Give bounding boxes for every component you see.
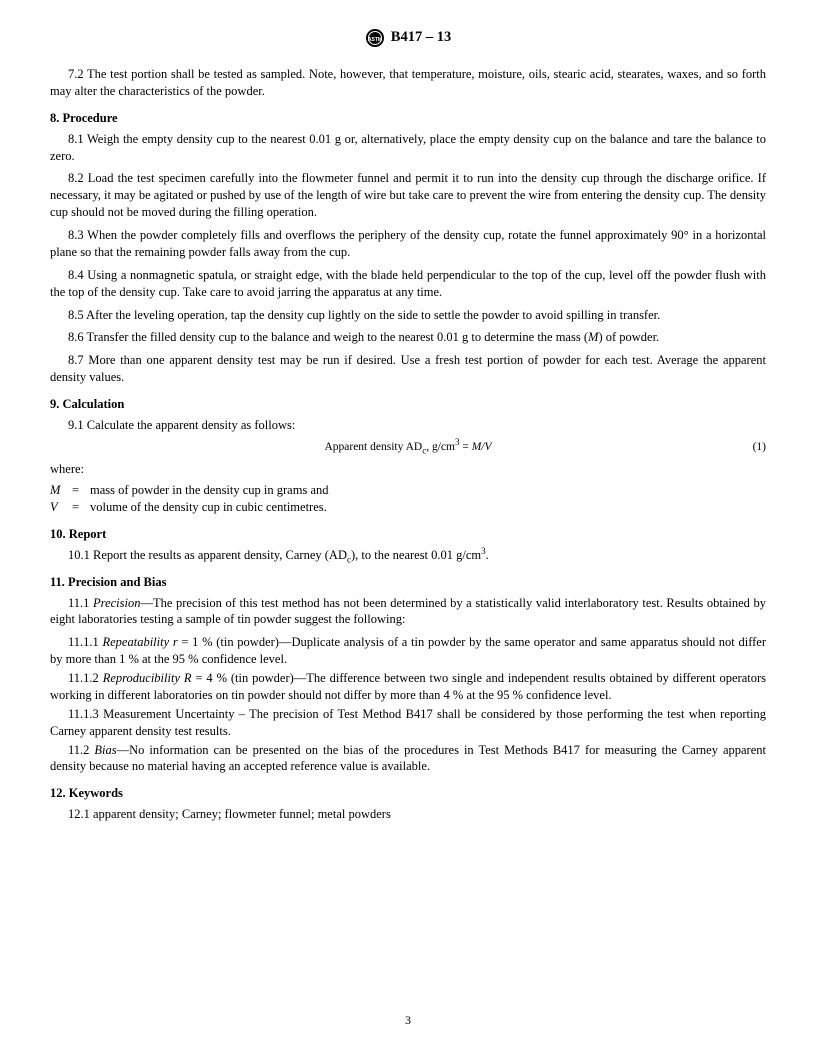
para-11-2-txt: —No information can be presented on the … bbox=[50, 743, 766, 774]
where-v-eq: = bbox=[72, 499, 84, 516]
where-m-sym: M bbox=[50, 482, 66, 499]
where-row-v: V = volume of the density cup in cubic c… bbox=[50, 499, 766, 516]
para-8-6-post: ) of powder. bbox=[598, 330, 659, 344]
para-11-1-1-pre: 11.1.1 bbox=[68, 635, 103, 649]
eq-label-mid: , g/cm bbox=[426, 441, 455, 453]
where-v-txt: volume of the density cup in cubic centi… bbox=[90, 499, 327, 516]
para-11-1-3: 11.1.3 Measurement Uncertainty – The pre… bbox=[50, 706, 766, 740]
heading-8: 8. Procedure bbox=[50, 110, 766, 127]
para-10-1-pre: 10.1 Report the results as apparent dens… bbox=[68, 548, 347, 562]
para-7-2: 7.2 The test portion shall be tested as … bbox=[50, 66, 766, 100]
para-11-1-1-lbl: Repeatability r bbox=[103, 635, 178, 649]
para-10-1-mid: ), to the nearest 0.01 g/cm bbox=[351, 548, 481, 562]
para-8-6-pre: 8.6 Transfer the filled density cup to t… bbox=[68, 330, 588, 344]
para-11-1: 11.1 Precision—The precision of this tes… bbox=[50, 595, 766, 629]
para-11-2-lbl: Bias bbox=[94, 743, 116, 757]
para-11-1-pre: 11.1 bbox=[68, 596, 93, 610]
para-11-1-1: 11.1.1 Repeatability r = 1 % (tin powder… bbox=[50, 634, 766, 668]
para-10-1: 10.1 Report the results as apparent dens… bbox=[50, 547, 766, 564]
doc-id: B417 – 13 bbox=[391, 28, 451, 48]
where-m-eq: = bbox=[72, 482, 84, 499]
para-8-6-m: M bbox=[588, 330, 598, 344]
para-11-1-2: 11.1.2 Reproducibility R = 4 % (tin powd… bbox=[50, 670, 766, 704]
para-11-2: 11.2 Bias—No information can be presente… bbox=[50, 742, 766, 776]
heading-9: 9. Calculation bbox=[50, 396, 766, 413]
para-8-2: 8.2 Load the test specimen carefully int… bbox=[50, 170, 766, 221]
para-8-7: 8.7 More than one apparent density test … bbox=[50, 352, 766, 386]
where-m-txt: mass of powder in the density cup in gra… bbox=[90, 482, 329, 499]
para-8-1: 8.1 Weigh the empty density cup to the n… bbox=[50, 131, 766, 165]
para-12-1: 12.1 apparent density; Carney; flowmeter… bbox=[50, 806, 766, 823]
eq-label-eq: = bbox=[459, 441, 471, 453]
para-8-3: 8.3 When the powder completely fills and… bbox=[50, 227, 766, 261]
para-11-1-txt: —The precision of this test method has n… bbox=[50, 596, 766, 627]
eq-num: (1) bbox=[753, 440, 766, 456]
heading-11: 11. Precision and Bias bbox=[50, 574, 766, 591]
para-11-1-2-lbl: Reproducibility R bbox=[103, 671, 192, 685]
para-11-1-lbl: Precision bbox=[93, 596, 140, 610]
heading-10: 10. Report bbox=[50, 526, 766, 543]
para-9-1: 9.1 Calculate the apparent density as fo… bbox=[50, 417, 766, 434]
svg-text:ASTM: ASTM bbox=[368, 37, 382, 43]
astm-logo-icon: ASTM bbox=[365, 28, 385, 48]
para-11-1-2-pre: 11.1.2 bbox=[68, 671, 103, 685]
para-8-6: 8.6 Transfer the filled density cup to t… bbox=[50, 329, 766, 346]
document-header: ASTM B417 – 13 bbox=[50, 28, 766, 48]
para-8-4: 8.4 Using a nonmagnetic spatula, or stra… bbox=[50, 267, 766, 301]
where-block: M = mass of powder in the density cup in… bbox=[50, 482, 766, 516]
eq-label-pre: Apparent density AD bbox=[324, 441, 422, 453]
page-number: 3 bbox=[0, 1012, 816, 1028]
equation-1: Apparent density ADc, g/cm3 = M/V (1) bbox=[50, 440, 766, 456]
where-row-m: M = mass of powder in the density cup in… bbox=[50, 482, 766, 499]
para-8-5: 8.5 After the leveling operation, tap th… bbox=[50, 307, 766, 324]
para-11-2-pre: 11.2 bbox=[68, 743, 94, 757]
para-10-1-end: . bbox=[486, 548, 489, 562]
where-v-sym: V bbox=[50, 499, 66, 516]
heading-12: 12. Keywords bbox=[50, 785, 766, 802]
eq-rhs: M/V bbox=[472, 441, 492, 453]
where-label: where: bbox=[50, 461, 766, 478]
